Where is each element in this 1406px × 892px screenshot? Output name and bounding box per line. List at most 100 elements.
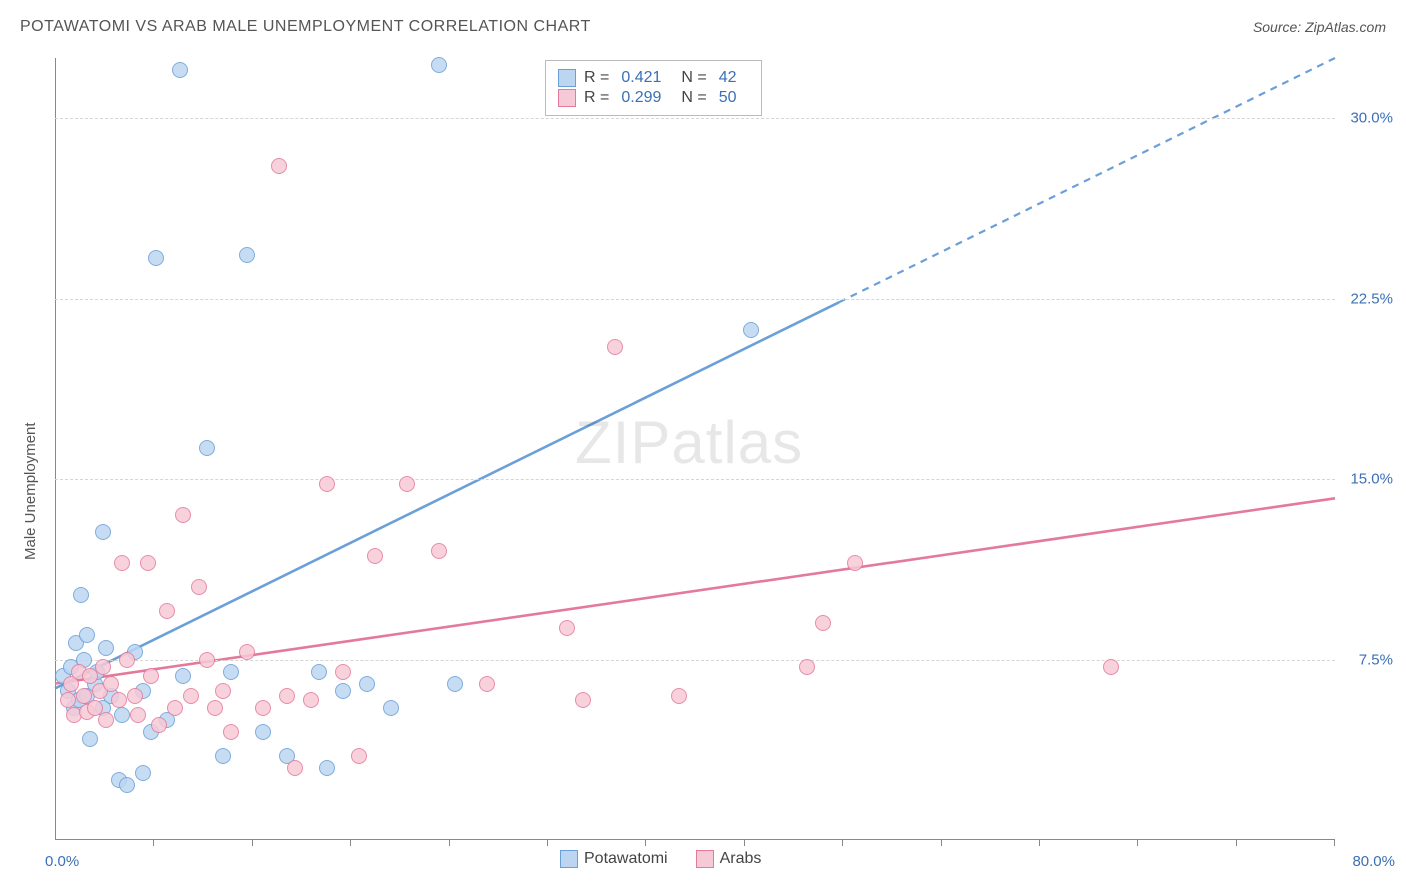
x-tick: [350, 840, 351, 846]
scatter-point: [127, 688, 143, 704]
x-tick: [252, 840, 253, 846]
scatter-point: [311, 664, 327, 680]
scatter-point: [255, 724, 271, 740]
scatter-point: [239, 247, 255, 263]
chart-title: POTAWATOMI VS ARAB MALE UNEMPLOYMENT COR…: [20, 18, 591, 36]
scatter-point: [103, 676, 119, 692]
scatter-point: [799, 659, 815, 675]
x-min-label: 0.0%: [45, 853, 79, 870]
scatter-point: [223, 724, 239, 740]
scatter-point: [287, 760, 303, 776]
x-tick: [153, 840, 154, 846]
y-axis-label: Male Unemployment: [22, 422, 39, 560]
legend-swatch: [560, 850, 578, 868]
legend-swatch: [558, 89, 576, 107]
scatter-point: [367, 548, 383, 564]
scatter-point: [479, 676, 495, 692]
scatter-point: [847, 555, 863, 571]
x-tick: [1039, 840, 1040, 846]
legend-r-label: R =: [584, 69, 609, 87]
scatter-point: [303, 692, 319, 708]
scatter-point: [172, 62, 188, 78]
x-tick: [645, 840, 646, 846]
legend-n-label: N =: [681, 69, 706, 87]
scatter-point: [319, 476, 335, 492]
legend-swatch: [696, 850, 714, 868]
scatter-point: [140, 555, 156, 571]
y-tick-label: 22.5%: [1350, 290, 1393, 307]
scatter-point: [98, 640, 114, 656]
y-tick-label: 7.5%: [1359, 651, 1393, 668]
scatter-point: [135, 765, 151, 781]
scatter-point: [215, 683, 231, 699]
scatter-point: [199, 440, 215, 456]
scatter-point: [575, 692, 591, 708]
grid-line: [55, 299, 1335, 300]
legend-n-value: 42: [719, 69, 737, 87]
scatter-point: [215, 748, 231, 764]
scatter-point: [607, 339, 623, 355]
scatter-point: [743, 322, 759, 338]
grid-line: [55, 118, 1335, 119]
scatter-point: [175, 507, 191, 523]
series-legend-item: Arabs: [696, 850, 762, 868]
scatter-point: [175, 668, 191, 684]
scatter-point: [167, 700, 183, 716]
scatter-point: [119, 652, 135, 668]
x-tick: [744, 840, 745, 846]
scatter-point: [114, 555, 130, 571]
scatter-point: [335, 683, 351, 699]
scatter-point: [151, 717, 167, 733]
scatter-point: [95, 659, 111, 675]
x-tick: [547, 840, 548, 846]
scatter-point: [130, 707, 146, 723]
scatter-point: [95, 524, 111, 540]
scatter-point: [255, 700, 271, 716]
legend-row: R =0.299N =50: [558, 89, 749, 107]
legend-r-value: 0.421: [621, 69, 661, 87]
correlation-legend: R = 0.421 N = 42 R =0.299N =50: [545, 60, 762, 116]
legend-r-label: R =: [584, 89, 609, 107]
scatter-point: [119, 777, 135, 793]
x-tick: [941, 840, 942, 846]
series-legend: Potawatomi Arabs: [560, 850, 761, 868]
scatter-point: [399, 476, 415, 492]
scatter-point: [183, 688, 199, 704]
scatter-point: [671, 688, 687, 704]
legend-n-label: N =: [681, 89, 706, 107]
title-bar: POTAWATOMI VS ARAB MALE UNEMPLOYMENT COR…: [20, 18, 1386, 36]
x-tick: [1137, 840, 1138, 846]
scatter-point: [447, 676, 463, 692]
scatter-point: [98, 712, 114, 728]
x-max-label: 80.0%: [1352, 853, 1395, 870]
scatter-point: [207, 700, 223, 716]
scatter-point: [431, 543, 447, 559]
grid-line: [55, 479, 1335, 480]
scatter-point: [148, 250, 164, 266]
scatter-point: [351, 748, 367, 764]
x-tick: [1334, 840, 1335, 846]
scatter-point: [143, 668, 159, 684]
plot-area: ZIPatlas 0.0% 80.0% R =0.421N =42R =0.29…: [55, 58, 1335, 840]
scatter-point: [359, 676, 375, 692]
scatter-point: [223, 664, 239, 680]
scatter-point: [279, 688, 295, 704]
x-axis-line: [55, 839, 1335, 840]
scatter-point: [79, 627, 95, 643]
series-name: Arabs: [720, 850, 762, 867]
x-tick: [449, 840, 450, 846]
scatter-point: [559, 620, 575, 636]
scatter-point: [815, 615, 831, 631]
scatter-point: [319, 760, 335, 776]
y-tick-label: 30.0%: [1350, 110, 1393, 127]
trend-lines: [55, 58, 1335, 840]
series-legend-item: Potawatomi: [560, 850, 668, 868]
scatter-point: [111, 692, 127, 708]
legend-swatch: [558, 69, 576, 87]
scatter-point: [199, 652, 215, 668]
scatter-point: [73, 587, 89, 603]
y-tick-label: 15.0%: [1350, 471, 1393, 488]
legend-row: R = 0.421 N = 42: [558, 69, 749, 87]
scatter-point: [431, 57, 447, 73]
scatter-point: [82, 731, 98, 747]
